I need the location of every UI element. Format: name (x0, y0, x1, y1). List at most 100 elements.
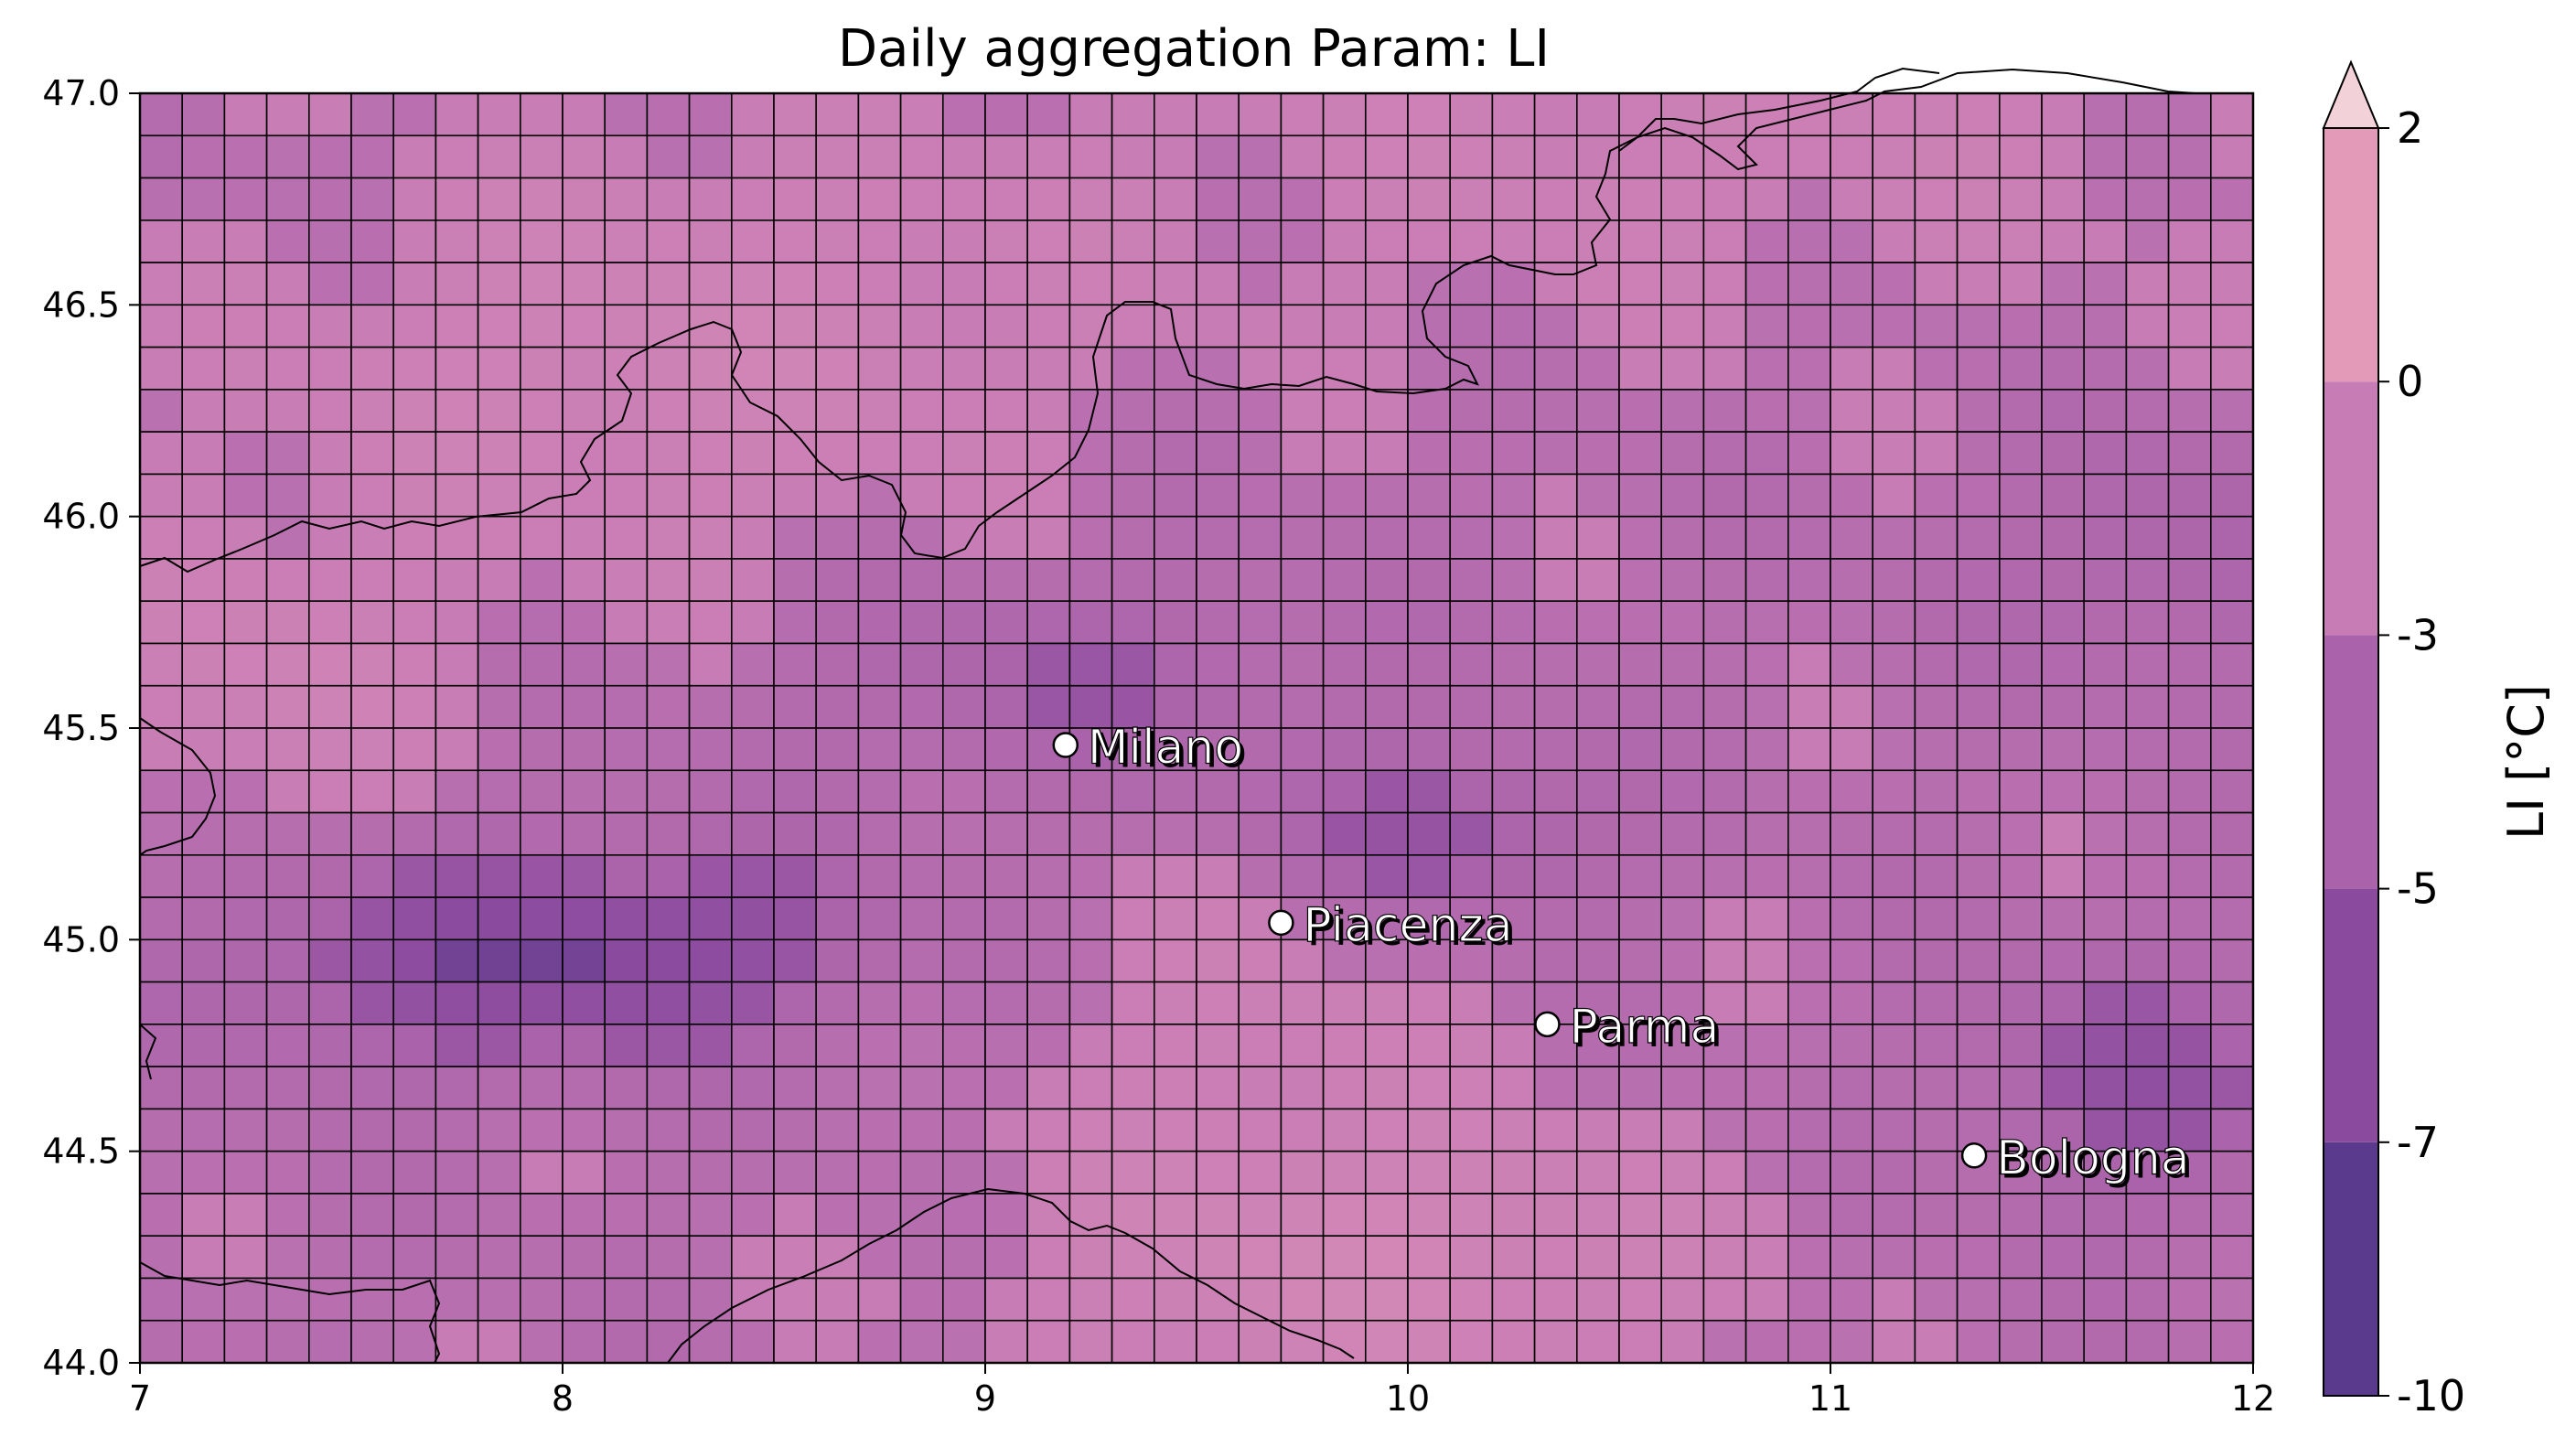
heatmap-cell (1744, 220, 1789, 263)
heatmap-cell (223, 134, 268, 179)
heatmap-cell (2210, 1066, 2254, 1110)
colorbar-tick-label: -10 (2397, 1371, 2465, 1420)
heatmap-cell (1744, 1193, 1789, 1238)
heatmap-cell (730, 1193, 775, 1238)
heatmap-cell (350, 1108, 395, 1152)
heatmap-cell (1872, 1066, 1916, 1110)
heatmap-cell (1533, 600, 1578, 645)
heatmap-cell (1449, 220, 1494, 263)
heatmap-cell (1449, 684, 1494, 729)
heatmap-cell (1660, 811, 1705, 856)
heatmap-cell (181, 769, 226, 814)
heatmap-cell (2125, 1235, 2170, 1280)
heatmap-cell (1407, 92, 1452, 137)
heatmap-cell (1702, 177, 1747, 221)
heatmap-cell (1660, 1235, 1705, 1280)
heatmap-cell (1830, 1108, 1874, 1152)
heatmap-cell (1322, 92, 1367, 137)
heatmap-cell (1196, 811, 1240, 856)
border-swiss-italian (139, 68, 2196, 573)
heatmap-cell (2125, 896, 2170, 941)
city-label-shadow: Piacenza (1306, 902, 1516, 957)
heatmap-cell (857, 853, 902, 898)
heatmap-cell (307, 473, 352, 518)
heatmap-cell (984, 1066, 1029, 1110)
heatmap-cell (2167, 346, 2212, 391)
heatmap-cell (1914, 346, 1959, 391)
heatmap-cell (1830, 134, 1874, 179)
heatmap-cell (1068, 262, 1113, 306)
heatmap-cell (942, 558, 986, 602)
heatmap-cell (1491, 642, 1536, 687)
heatmap-cell (1407, 684, 1452, 729)
heatmap-cell (1956, 811, 2001, 856)
heatmap-cell (1154, 473, 1197, 518)
heatmap-cell (1999, 304, 2043, 348)
heatmap-cell (1660, 431, 1705, 476)
heatmap-cell (1449, 177, 1494, 221)
heatmap-cell (265, 515, 310, 560)
heatmap-cell (1196, 134, 1240, 179)
heatmap-cell (646, 811, 691, 856)
heatmap-cell (1196, 600, 1240, 645)
heatmap-cell (139, 389, 184, 433)
heatmap-cell (857, 811, 902, 856)
heatmap-cell (899, 1066, 944, 1110)
heatmap-cell (392, 1235, 437, 1280)
heatmap-cell (307, 1108, 352, 1152)
heatmap-cell (730, 220, 775, 263)
heatmap-cell (1576, 134, 1620, 179)
heatmap-cell (1702, 1277, 1747, 1322)
heatmap-cell (1956, 346, 2001, 391)
heatmap-cell (942, 389, 986, 433)
heatmap-cell (730, 92, 775, 137)
heatmap-cell (1830, 853, 1874, 898)
heatmap-cell (1872, 1150, 1916, 1195)
heatmap-cell (519, 1150, 564, 1195)
heatmap-cell (1872, 600, 1916, 645)
heatmap-cell (1196, 642, 1240, 687)
heatmap-cell (1830, 981, 1874, 1025)
heatmap-cell (2210, 304, 2254, 348)
heatmap-cell (2125, 304, 2170, 348)
heatmap-cell (773, 981, 818, 1025)
heatmap-cell (942, 1150, 986, 1195)
heatmap-cell (942, 1235, 986, 1280)
heatmap-cell (1365, 1235, 1409, 1280)
heatmap-cell (307, 177, 352, 221)
heatmap-cell (392, 134, 437, 179)
heatmap-cell (1533, 853, 1578, 898)
heatmap-cell (265, 92, 310, 137)
heatmap-cell (857, 220, 902, 263)
heatmap-cell (1660, 304, 1705, 348)
heatmap-cell (223, 177, 268, 221)
heatmap-cell (899, 938, 944, 983)
heatmap-cell (1533, 389, 1578, 433)
heatmap-cell (646, 1108, 691, 1152)
heatmap-cell (2167, 853, 2212, 898)
heatmap-cell (1449, 473, 1494, 518)
heatmap-cell (857, 92, 902, 137)
heatmap-cell (730, 558, 775, 602)
heatmap-cell (1702, 1235, 1747, 1280)
heatmap-cell (984, 684, 1029, 729)
heatmap-cell (1407, 1150, 1452, 1195)
heatmap-cell (1533, 1150, 1578, 1195)
heatmap-cell (1618, 727, 1663, 772)
heatmap-cell (2041, 177, 2086, 221)
heatmap-cell (1111, 558, 1155, 602)
heatmap-cell (646, 304, 691, 348)
heatmap-cell (815, 853, 860, 898)
heatmap-cell (1111, 177, 1155, 221)
heatmap-cell (1533, 515, 1578, 560)
heatmap-cell (730, 938, 775, 983)
heatmap-cell (1872, 304, 1916, 348)
heatmap-cell (2125, 853, 2170, 898)
heatmap-cell (1618, 1193, 1663, 1238)
heatmap-cell (392, 684, 437, 729)
heatmap-cell (2041, 600, 2086, 645)
heatmap-cell (1702, 600, 1747, 645)
heatmap-cell (857, 684, 902, 729)
heatmap-cell (2041, 769, 2086, 814)
heatmap-cell (1702, 431, 1747, 476)
